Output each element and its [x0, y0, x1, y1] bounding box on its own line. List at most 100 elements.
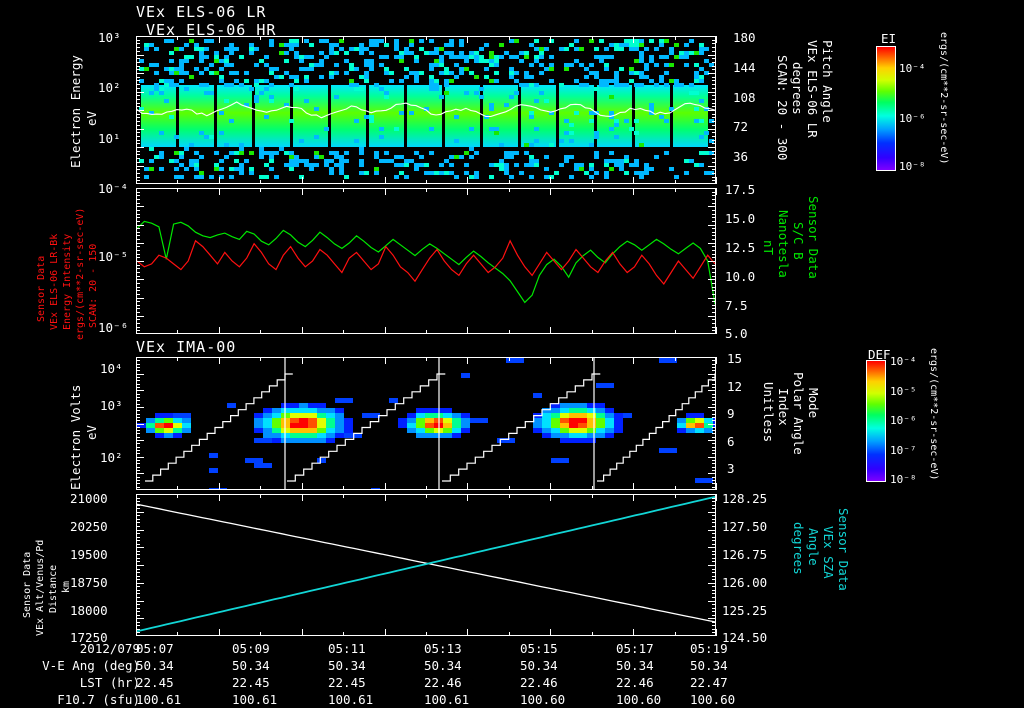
panel4-ytick-2: 19500 — [70, 547, 108, 562]
footer-f107-6: 100.60 — [690, 692, 736, 707]
panel3-ytick-2: 10² — [100, 450, 123, 465]
panel2-right-label-unitname: Nanotesla — [776, 210, 791, 278]
panel2-ytick-1: 10⁻⁵ — [98, 249, 129, 264]
panel2-right-label-quantity: S/C B — [791, 222, 806, 260]
panel3-colorbar — [866, 360, 886, 482]
footer-row-label-lst: LST (hr) — [79, 675, 140, 690]
footer-f107-1: 100.61 — [232, 692, 278, 707]
footer-lst-1: 22.45 — [232, 675, 270, 690]
footer-veang-3: 50.34 — [424, 658, 462, 673]
panel2-left-label-sensor: Sensor Data — [36, 255, 47, 322]
panel2-left-label-scan: SCAN: 20 - 150 — [88, 243, 99, 328]
panel4-ytick-0: 21000 — [70, 491, 108, 506]
panel1-y2tick-4: 36 — [733, 149, 749, 164]
panel3-colorbar-tick-1: 10⁻⁵ — [890, 385, 917, 398]
panel3-right-label-mode: Mode — [806, 388, 821, 419]
footer-lst-2: 22.45 — [328, 675, 366, 690]
panel3-y2tick-0: 15 — [727, 351, 743, 366]
panel1-left-axis-label: Electron Energy — [68, 55, 83, 168]
panel4-y2tick-1: 127.50 — [722, 519, 768, 534]
footer-lst-0: 22.45 — [136, 675, 174, 690]
panel4-y2tick-2: 126.75 — [722, 547, 768, 562]
footer-f107-3: 100.61 — [424, 692, 470, 707]
panel3-ytick-0: 10⁴ — [100, 361, 123, 376]
panel3-right-label-unitless: Unitless — [761, 382, 776, 443]
footer-lst-3: 22.46 — [424, 675, 462, 690]
panel2-y2tick-3: 10.0 — [725, 269, 756, 284]
panel1-y2tick-2: 108 — [733, 90, 756, 105]
footer-lst-4: 22.46 — [520, 675, 558, 690]
panel3-colorbar-tick-0: 10⁻⁴ — [890, 355, 917, 368]
panel1-colorbar-tick-2: 10⁻⁸ — [899, 160, 926, 173]
footer-f107-4: 100.60 — [520, 692, 566, 707]
panel2-right-label-unit: nT — [761, 240, 776, 256]
panel4-left-label-unit: km — [61, 580, 72, 593]
panel2-left-label-units: ergs/(cm**2-sr-sec-eV) — [75, 207, 86, 340]
panel3-left-axis-label: Electron Volts — [68, 384, 83, 490]
panel4-right-label-angle: Angle — [806, 528, 821, 566]
panel2-ytick-0: 10⁻⁴ — [98, 181, 129, 196]
footer-time-5: 05:17 — [616, 641, 654, 656]
panel4-ytick-3: 18750 — [70, 575, 108, 590]
panel2-ytick-2: 10⁻⁶ — [98, 320, 129, 335]
footer-f107-5: 100.60 — [616, 692, 662, 707]
panel1-y2tick-0: 180 — [733, 30, 756, 45]
panel3-right-label-polar: Polar Angle — [791, 372, 806, 455]
footer-veang-1: 50.34 — [232, 658, 270, 673]
panel4-right-label-quantity: VEx SZA — [821, 526, 836, 579]
footer-veang-4: 50.34 — [520, 658, 558, 673]
panel1-colorbar-tick-0: 10⁻⁴ — [899, 62, 926, 75]
panel1-colorbar-units: ergs/(cm**2-sr-sec-eV) — [938, 32, 949, 165]
panel4-y2tick-4: 125.25 — [722, 603, 768, 618]
footer-time-0: 05:07 — [136, 641, 174, 656]
panel3-colorbar-tick-2: 10⁻⁶ — [890, 414, 917, 427]
footer-veang-5: 50.34 — [616, 658, 654, 673]
panel1-title-lr: VEx ELS-06 LR — [136, 3, 267, 21]
panel3-colorbar-units: ergs/(cm**2-sr-sec-eV) — [928, 348, 939, 481]
footer-row-label-date: 2012/079 — [79, 641, 140, 656]
panel1-right-axis-unit: degrees — [790, 62, 805, 115]
footer-time-3: 05:13 — [424, 641, 462, 656]
footer-time-2: 05:11 — [328, 641, 366, 656]
panel2-left-label-quantity: Energy Intensity — [62, 233, 73, 330]
panel1-right-axis-sensor: VEx ELS-06 LR — [805, 40, 820, 138]
panel3-ytick-1: 10³ — [100, 398, 123, 413]
panel2-plot-area[interactable] — [136, 188, 716, 334]
panel4-right-label-sensor: Sensor Data — [836, 508, 851, 591]
panel1-y2tick-3: 72 — [733, 119, 749, 134]
panel2-left-label-instrument: VEx ELS-06 LR-Bk — [49, 233, 60, 330]
panel4-plot-area[interactable] — [136, 494, 716, 636]
panel4-y2tick-3: 126.00 — [722, 575, 768, 590]
panel3-y2tick-2: 9 — [727, 406, 735, 421]
panel4-ytick-4: 18000 — [70, 603, 108, 618]
panel3-plot-area[interactable] — [136, 357, 716, 490]
panel4-y2tick-0: 128.25 — [722, 491, 768, 506]
panel2-y2tick-2: 12.5 — [725, 240, 756, 255]
panel1-colorbar — [876, 46, 896, 171]
panel1-title-hr: VEx ELS-06 HR — [146, 21, 277, 39]
footer-time-6: 05:19 — [690, 641, 728, 656]
panel4-left-label-quantity: VEx Alt/Venus/Pd — [35, 539, 46, 636]
footer-time-1: 05:09 — [232, 641, 270, 656]
panel1-ytick-0: 10³ — [98, 30, 121, 45]
footer-time-4: 05:15 — [520, 641, 558, 656]
panel2-right-label-sensor: Sensor Data — [806, 196, 821, 279]
footer-lst-5: 22.46 — [616, 675, 654, 690]
panel1-left-axis-unit: eV — [84, 110, 99, 126]
footer-veang-6: 50.34 — [690, 658, 728, 673]
footer-row-label-veang: V-E Ang (deg) — [42, 658, 140, 673]
panel3-left-axis-unit: eV — [84, 424, 99, 440]
panel1-right-axis-label: Pitch Angle — [820, 40, 835, 123]
footer-f107-0: 100.61 — [136, 692, 182, 707]
panel3-y2tick-1: 12 — [727, 379, 743, 394]
panel3-colorbar-tick-3: 10⁻⁷ — [890, 444, 917, 457]
panel4-left-label-distance: Distance — [48, 564, 59, 613]
panel3-title: VEx IMA-00 — [136, 338, 237, 356]
panel3-right-label-index: Index — [776, 388, 791, 426]
panel2-y2tick-0: 17.5 — [725, 182, 756, 197]
panel1-ytick-1: 10² — [98, 80, 121, 95]
footer-f107-2: 100.61 — [328, 692, 374, 707]
panel3-colorbar-name: DEF — [868, 347, 891, 362]
panel1-plot-area[interactable] — [136, 36, 716, 184]
panel4-left-label-sensor: Sensor Data — [22, 551, 33, 618]
